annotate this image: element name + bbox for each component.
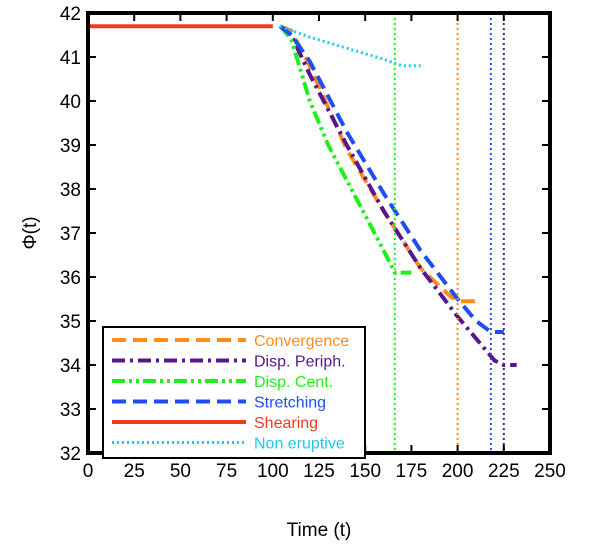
y-tick-label: 37 (60, 224, 81, 245)
x-tick-label: 175 (396, 461, 428, 482)
legend-label: Non eruptive (254, 436, 345, 453)
y-tick-label: 35 (60, 312, 81, 333)
x-tick-label: 125 (303, 461, 335, 482)
legend-box (102, 326, 366, 459)
y-tick-label: 38 (60, 180, 81, 201)
x-tick-label: 250 (534, 461, 566, 482)
legend-label: Stretching (254, 395, 326, 412)
x-tick-label: 100 (257, 461, 289, 482)
y-tick-label: 40 (60, 92, 81, 113)
y-tick-label: 33 (60, 400, 81, 421)
series-layer (88, 24, 517, 367)
legend: Convergence Disp. Periph. Disp. Cent. Stret… (102, 326, 366, 459)
x-tick-label: 0 (83, 461, 94, 482)
series-line-non-eruptive (279, 24, 421, 68)
series-line-disp-periph (278, 24, 517, 367)
legend-label: Disp. Periph. (254, 354, 346, 371)
y-tick-label: 39 (60, 136, 81, 157)
series-line-convergence (279, 24, 480, 304)
x-tick-label: 75 (216, 461, 237, 482)
x-tick-label: 200 (442, 461, 474, 482)
legend-label: Disp. Cent. (254, 374, 333, 391)
y-tick-label: 32 (60, 444, 81, 465)
vline-layer (393, 13, 505, 453)
x-tick-label: 150 (349, 461, 381, 482)
legend-label: Convergence (254, 333, 349, 350)
legend-label: Shearing (254, 415, 318, 432)
tick-layer: 0 25 50 75 100 125 150 175 200 225 250 32 33 34 35 36 37… (60, 4, 566, 482)
y-tick-label: 42 (60, 4, 81, 25)
x-tick-label: 25 (124, 461, 145, 482)
y-tick-label: 34 (60, 356, 82, 377)
y-axis-title: Φ(t) (20, 216, 41, 249)
x-axis-title: Time (t) (287, 520, 352, 541)
y-tick-label: 36 (60, 268, 81, 289)
series-line-stretching (278, 24, 504, 334)
x-tick-label: 50 (170, 461, 191, 482)
x-tick-label: 225 (488, 461, 520, 482)
series-line-disp-cent (278, 24, 412, 275)
y-tick-label: 41 (60, 48, 81, 69)
